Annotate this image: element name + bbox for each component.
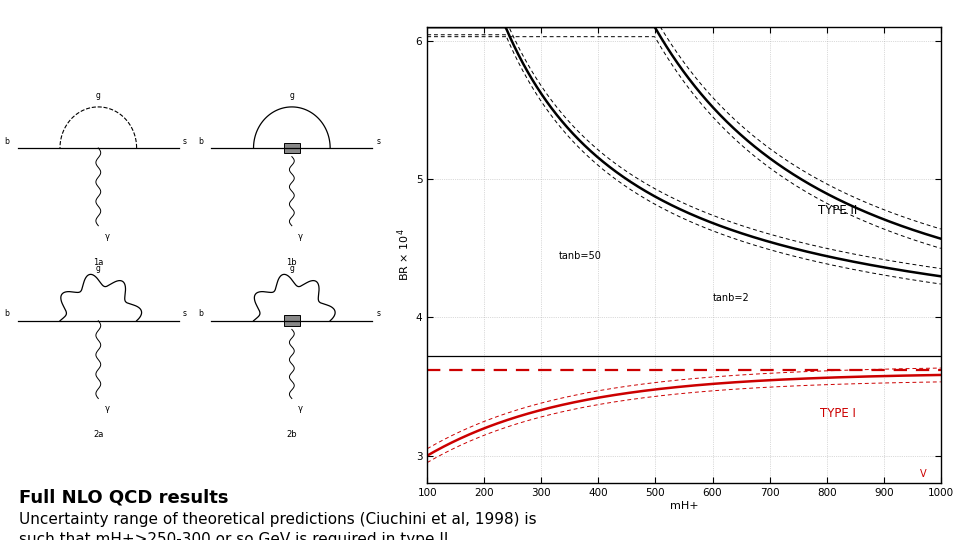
Y-axis label: BR $\times$ 10$^4$: BR $\times$ 10$^4$	[395, 229, 412, 281]
Bar	[284, 315, 300, 326]
Text: s: s	[183, 137, 187, 146]
X-axis label: mH+: mH+	[670, 501, 698, 511]
Text: b: b	[199, 309, 204, 319]
Text: 1a: 1a	[93, 258, 104, 267]
Text: tanb=2: tanb=2	[712, 293, 750, 303]
Text: g: g	[289, 264, 295, 273]
Bar	[284, 143, 300, 153]
Text: s: s	[183, 309, 187, 319]
Text: γ: γ	[105, 232, 109, 241]
Text: g: g	[289, 91, 295, 100]
Text: g: g	[96, 264, 101, 273]
Text: b: b	[199, 137, 204, 146]
Text: tanb=50: tanb=50	[559, 251, 601, 261]
Text: V: V	[920, 469, 926, 479]
Text: γ: γ	[105, 404, 109, 414]
Text: γ: γ	[298, 404, 303, 414]
Text: b: b	[5, 137, 10, 146]
Text: s: s	[376, 309, 380, 319]
Text: 2b: 2b	[286, 430, 298, 440]
Text: TYPE I: TYPE I	[820, 407, 856, 420]
Text: TYPE II: TYPE II	[819, 204, 857, 217]
Text: Uncertainty range of theoretical predictions (Ciuchini et al, 1998) is: Uncertainty range of theoretical predict…	[19, 512, 537, 527]
Text: such that mH+>250-300 or so GeV is required in type II: such that mH+>250-300 or so GeV is requi…	[19, 532, 448, 540]
Text: b: b	[5, 309, 10, 319]
Text: 2a: 2a	[93, 430, 104, 440]
Text: s: s	[376, 137, 380, 146]
Text: Full NLO QCD results: Full NLO QCD results	[19, 489, 228, 507]
Text: 1b: 1b	[286, 258, 298, 267]
Text: g: g	[96, 91, 101, 100]
Text: γ: γ	[298, 232, 303, 241]
